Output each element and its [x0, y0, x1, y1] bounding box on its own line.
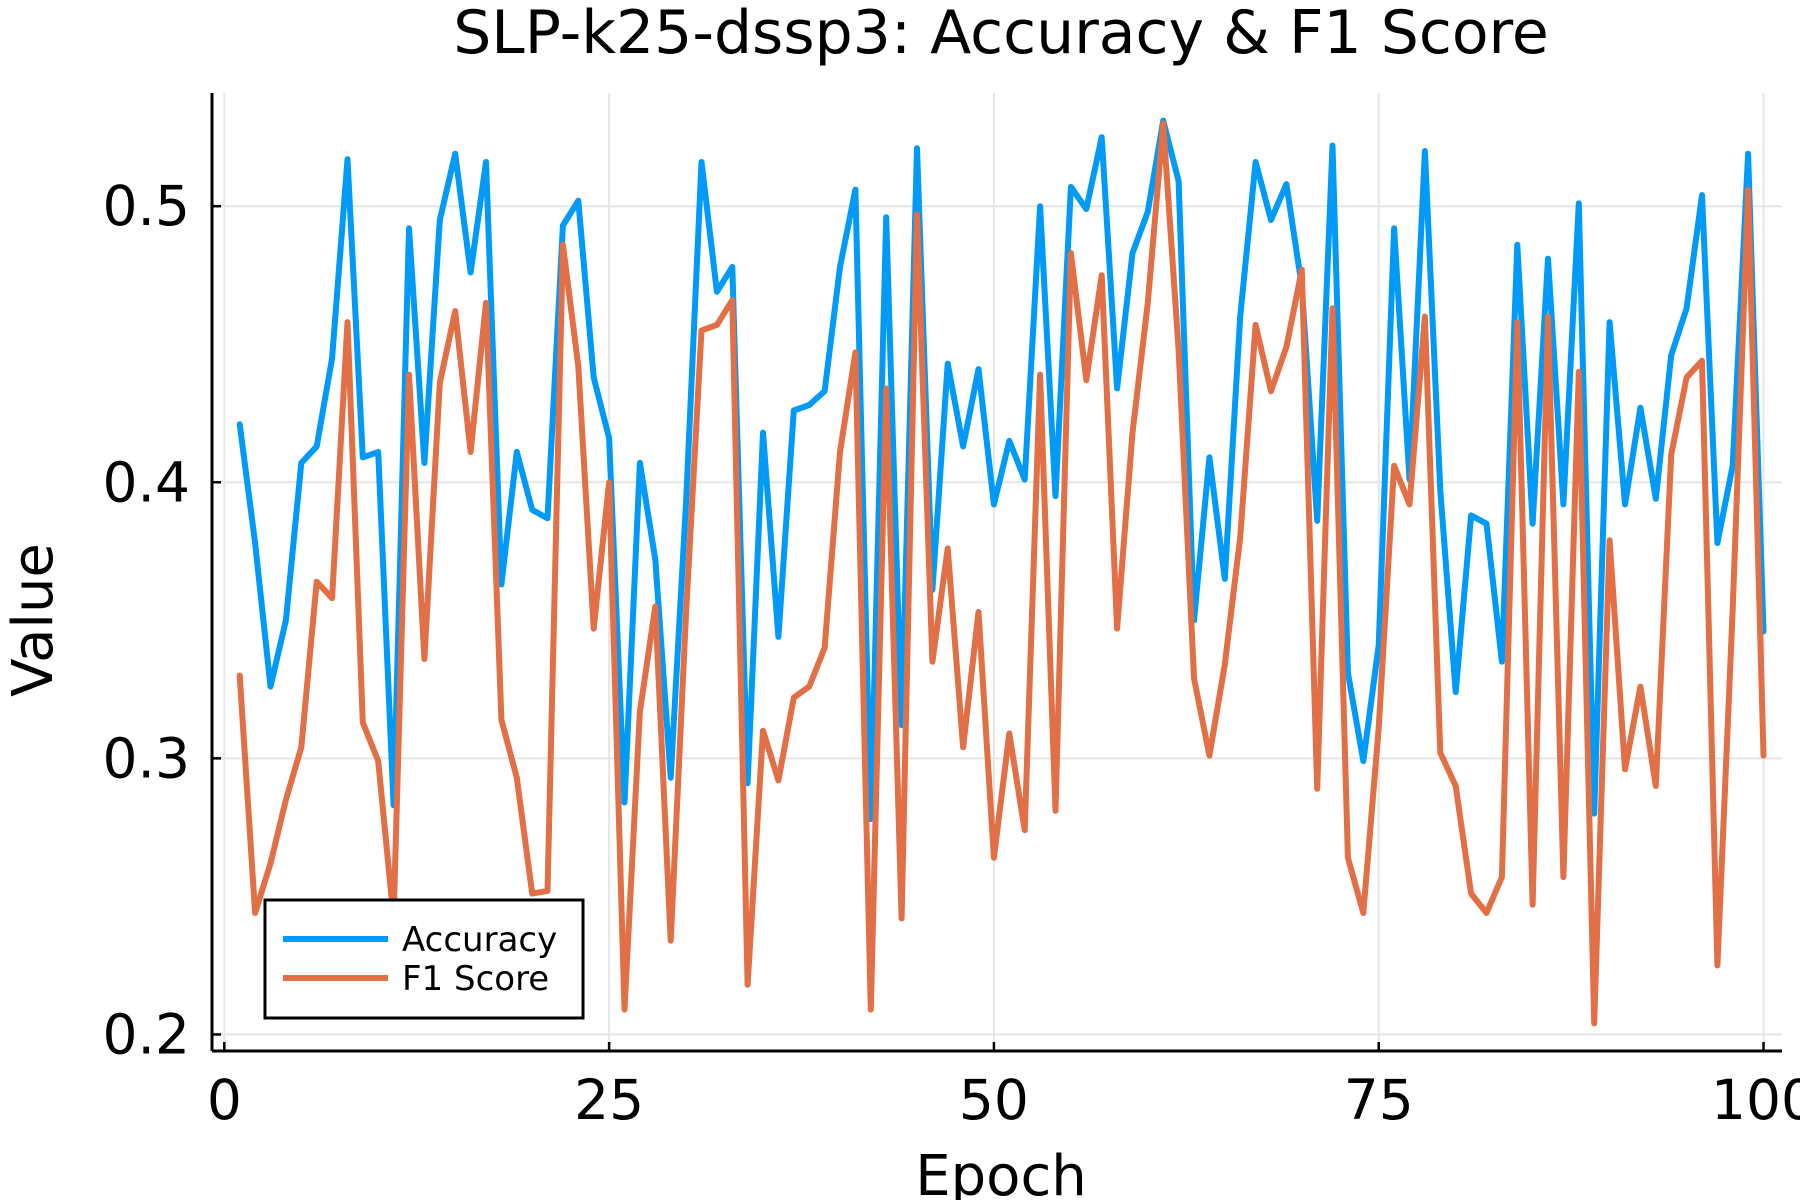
- series-lines: [236, 117, 1767, 1027]
- y-tick-label: 0.5: [103, 174, 190, 238]
- x-axis-label: Epoch: [915, 1144, 1086, 1200]
- y-ticks: 0.2 0.3 0.4 0.5: [103, 174, 221, 1066]
- legend-box: [263, 898, 585, 1020]
- x-tick-label: 25: [574, 1068, 644, 1132]
- legend: Accuracy F1 Score: [263, 898, 585, 1020]
- y-tick-label: 0.3: [103, 726, 190, 790]
- x-tick-label: 75: [1344, 1068, 1414, 1132]
- series-line-accuracy: [236, 117, 1767, 823]
- axes: [210, 93, 1782, 1053]
- legend-label-f1-score: F1 Score: [402, 959, 549, 999]
- x-tick-label: 50: [959, 1068, 1029, 1132]
- x-tick-label: 100: [1711, 1068, 1800, 1132]
- y-axis-label: Value: [1, 543, 66, 697]
- x-ticks: 0 25 50 75 100: [207, 1042, 1800, 1132]
- series-line-f1-score: [236, 120, 1767, 1027]
- legend-label-accuracy: Accuracy: [402, 920, 557, 960]
- chart-title: SLP-k25-dssp3: Accuracy & F1 Score: [453, 0, 1549, 68]
- x-tick-label: 0: [207, 1068, 242, 1132]
- y-tick-label: 0.2: [103, 1002, 190, 1066]
- y-tick-label: 0.4: [103, 450, 190, 514]
